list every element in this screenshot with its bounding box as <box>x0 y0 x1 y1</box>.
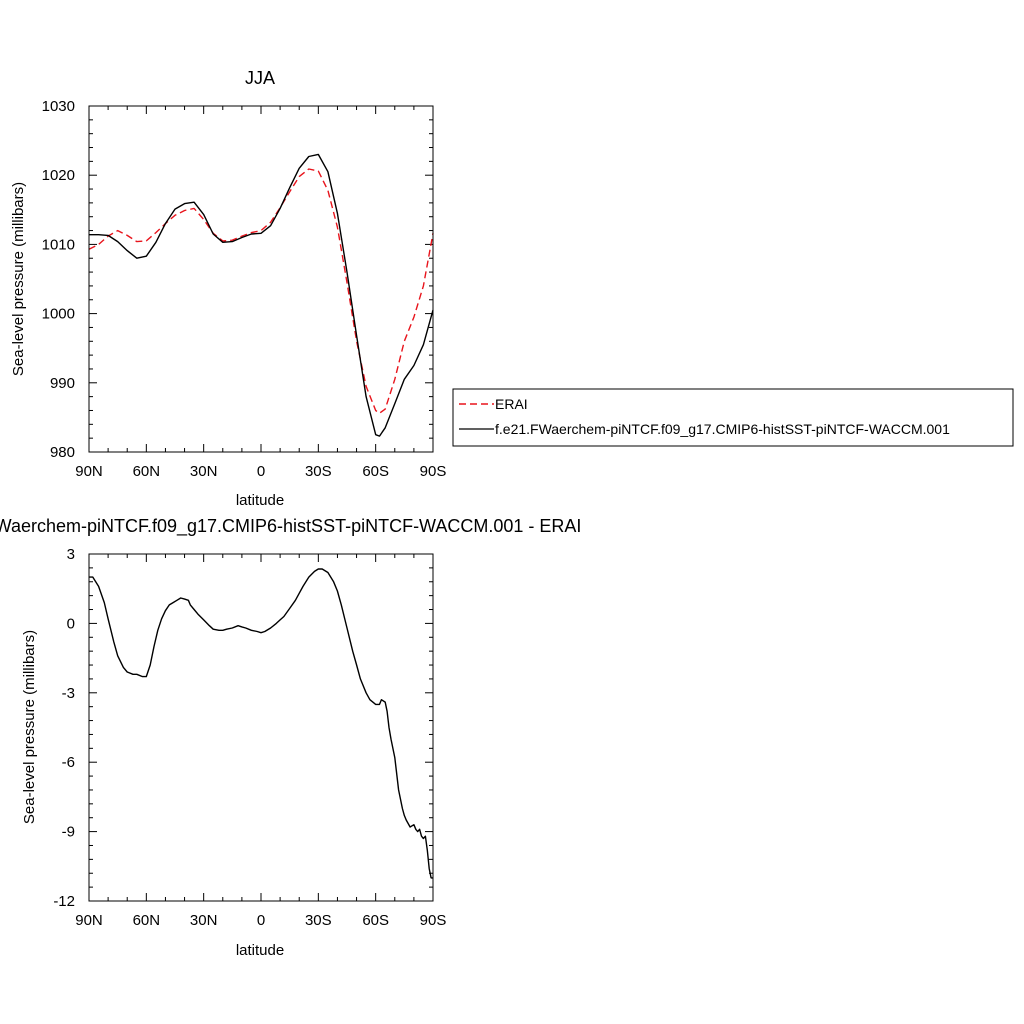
top-axis-ticks: 90N 60N 30N 0 30S 60S 90S 980 990 1000 1010 1020 103… <box>42 98 447 480</box>
top-x-axis-label: latitude <box>236 492 284 509</box>
bottom-chart-title: f.e21.FWaerchem-piNTCF.f09_g17.CMIP6-his… <box>0 516 581 537</box>
top-x-tick-label: 60S <box>362 463 389 480</box>
legend-erai-label: ERAI <box>495 396 528 412</box>
bottom-series-line-0 <box>89 568 433 879</box>
bottom-y-tick-label: -12 <box>53 893 75 910</box>
bottom-x-tick-label: 60N <box>133 912 161 929</box>
bottom-x-tick-label: 90N <box>75 912 103 929</box>
top-series-group <box>88 153 434 437</box>
top-y-tick-label: 1030 <box>42 98 75 115</box>
bottom-y-tick-label: 3 <box>67 546 75 563</box>
bottom-y-tick-label: -6 <box>62 754 75 771</box>
bottom-y-tick-label: -3 <box>62 685 75 702</box>
top-y-tick-label: 1000 <box>42 306 75 323</box>
bottom-x-tick-label: 30S <box>305 912 332 929</box>
bottom-y-axis-label: Sea-level pressure (millibars) <box>21 630 38 824</box>
legend-box <box>452 388 1014 447</box>
bottom-x-tick-label: 0 <box>257 912 265 929</box>
bottom-y-tick-label: 0 <box>67 615 75 632</box>
top-x-tick-label: 60N <box>133 463 161 480</box>
top-chart-title: JJA <box>245 68 275 88</box>
bottom-x-tick-label: 60S <box>362 912 389 929</box>
top-y-tick-label: 1020 <box>42 167 75 184</box>
top-y-tick-label: 990 <box>50 375 75 392</box>
top-plot-frame <box>88 105 434 453</box>
bottom-plot-frame <box>88 553 434 902</box>
top-x-tick-label: 30S <box>305 463 332 480</box>
bottom-x-tick-label: 30N <box>190 912 218 929</box>
top-series-line-1 <box>89 153 434 437</box>
bottom-x-axis-label: latitude <box>236 942 284 959</box>
top-x-tick-label: 90S <box>420 463 447 480</box>
legend-model-label: f.e21.FWaerchem-piNTCF.f09_g17.CMIP6-his… <box>495 421 950 437</box>
top-chart: JJA Sea-level pressure (millibars) latit… <box>10 68 446 509</box>
bottom-y-tick-label: -9 <box>62 824 75 841</box>
top-series-line-0 <box>88 168 434 414</box>
bottom-series-group <box>89 568 433 879</box>
bottom-chart: f.e21.FWaerchem-piNTCF.f09_g17.CMIP6-his… <box>0 516 581 959</box>
top-y-tick-label: 980 <box>50 444 75 461</box>
top-y-axis-label: Sea-level pressure (millibars) <box>10 182 27 376</box>
legend: ERAI f.e21.FWaerchem-piNTCF.f09_g17.CMIP… <box>452 388 1014 447</box>
top-x-tick-label: 90N <box>75 463 103 480</box>
top-x-tick-label: 0 <box>257 463 265 480</box>
top-x-tick-label: 30N <box>190 463 218 480</box>
bottom-axis-ticks: 90N 60N 30N 0 30S 60S 90S -12 -9 -6 -3 0 3 <box>53 546 446 929</box>
bottom-x-tick-label: 90S <box>420 912 447 929</box>
top-y-tick-label: 1010 <box>42 236 75 253</box>
